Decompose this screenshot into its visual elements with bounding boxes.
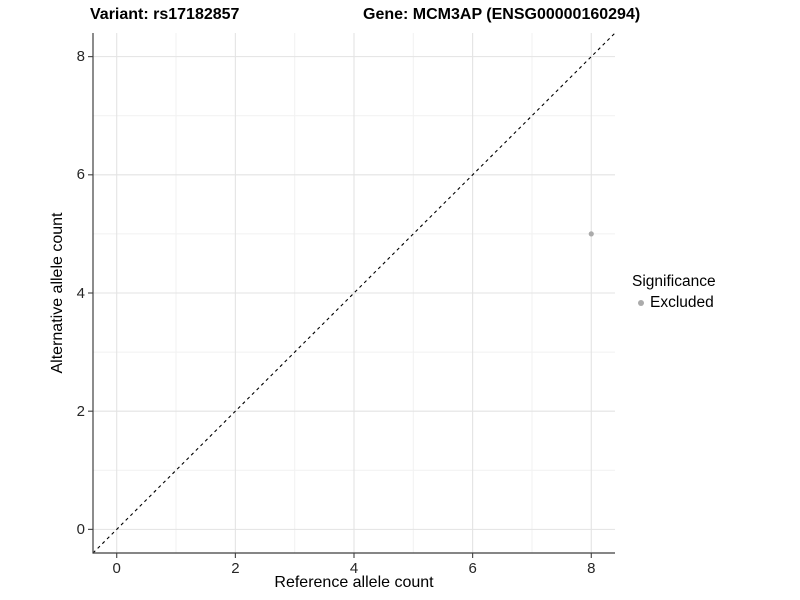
x-tick-label: 0 <box>112 560 121 577</box>
y-tick-label: 0 <box>76 520 85 538</box>
variant-title: Variant: rs17182857 <box>90 6 240 23</box>
legend-item-excluded: Excluded <box>632 293 716 312</box>
data-point <box>588 231 594 237</box>
y-axis-label: Alternative allele count <box>49 212 66 374</box>
legend-item-label: Excluded <box>650 294 714 311</box>
legend-title: Significance <box>632 273 716 290</box>
x-axis-label: Reference allele count <box>274 574 434 591</box>
x-tick-label: 4 <box>349 560 359 577</box>
y-tick-label: 2 <box>76 402 85 420</box>
y-tick-label: 6 <box>76 166 85 184</box>
gene-title: Gene: MCM3AP (ENSG00000160294) <box>363 6 641 23</box>
x-tick-label: 8 <box>587 560 596 577</box>
x-tick-label: 6 <box>468 560 477 577</box>
excluded-point-icon <box>638 299 644 306</box>
legend: Significance Excluded <box>632 272 716 312</box>
identity-dashed-line <box>92 32 616 554</box>
x-tick-label: 2 <box>231 560 240 577</box>
y-tick-label: 4 <box>76 284 85 302</box>
y-tick-label: 8 <box>76 48 85 66</box>
